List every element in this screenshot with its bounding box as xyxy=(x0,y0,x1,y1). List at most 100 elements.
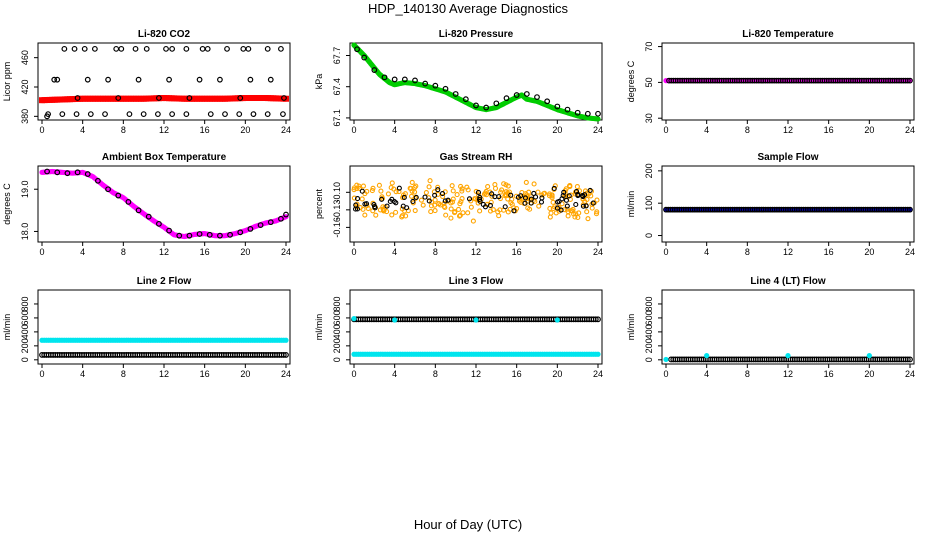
data-point xyxy=(575,214,581,221)
data-point xyxy=(563,197,570,203)
data-point xyxy=(361,54,368,61)
y-tick-label: -0.13 xyxy=(332,200,342,221)
data-point xyxy=(118,45,125,52)
data-point xyxy=(113,45,120,52)
data-point xyxy=(449,183,455,189)
data-point xyxy=(135,207,142,214)
data-point xyxy=(483,188,489,195)
x-tick-label: 4 xyxy=(392,125,397,135)
data-point xyxy=(499,187,505,193)
x-tick-label: 20 xyxy=(864,247,874,257)
x-tick-label: 24 xyxy=(905,125,915,135)
data-point xyxy=(389,212,395,218)
data-point xyxy=(154,111,161,118)
data-point xyxy=(588,193,594,199)
data-point xyxy=(384,203,390,209)
data-point xyxy=(464,184,470,190)
x-tick-label: 16 xyxy=(200,369,210,379)
data-point xyxy=(573,211,579,217)
data-point xyxy=(442,198,448,204)
y-tick-label: 0 xyxy=(20,357,30,362)
data-point xyxy=(105,186,111,193)
data-point xyxy=(489,191,495,197)
data-point xyxy=(455,206,462,212)
plot-frame xyxy=(661,289,915,365)
x-tick-label: 0 xyxy=(351,369,356,379)
data-point xyxy=(554,103,561,110)
data-point xyxy=(561,189,567,195)
data-point xyxy=(595,351,601,357)
data-point xyxy=(400,192,407,198)
data-point xyxy=(61,45,68,52)
data-point xyxy=(206,231,213,238)
data-point xyxy=(561,207,568,213)
data-point xyxy=(454,192,460,198)
panel-title: Li-820 CO2 xyxy=(138,29,191,40)
x-tick-label: 4 xyxy=(704,125,709,135)
y-tick-label: 600 xyxy=(20,310,30,325)
data-point xyxy=(663,356,669,363)
y-tick-label: 100 xyxy=(644,196,654,211)
x-tick-label: 8 xyxy=(433,369,438,379)
data-point xyxy=(428,203,434,209)
data-point xyxy=(250,111,257,118)
x-tick-label: 24 xyxy=(281,247,291,257)
y-tick-label: 30 xyxy=(644,113,654,123)
data-point xyxy=(432,197,438,203)
data-point xyxy=(477,208,483,214)
data-point xyxy=(45,111,51,118)
data-point xyxy=(264,45,271,52)
data-point xyxy=(379,194,385,200)
y-tick-label: 400 xyxy=(332,324,342,339)
data-point xyxy=(380,206,386,212)
data-point xyxy=(392,317,398,323)
data-point xyxy=(156,95,162,101)
data-point xyxy=(576,210,582,216)
data-point xyxy=(539,192,545,198)
y-axis-label: ml/min xyxy=(626,191,636,218)
data-point xyxy=(462,96,469,103)
data-point xyxy=(441,203,447,210)
x-tick-label: 0 xyxy=(39,125,44,135)
data-point xyxy=(354,182,360,188)
data-point xyxy=(490,207,496,213)
data-point xyxy=(389,196,395,202)
data-point xyxy=(534,94,540,101)
data-point xyxy=(593,211,600,217)
data-point xyxy=(550,199,556,205)
data-point xyxy=(378,188,384,194)
data-point xyxy=(574,109,581,116)
panel-title: Sample Flow xyxy=(757,152,818,163)
data-point xyxy=(445,197,451,203)
y-tick-label: 18.0 xyxy=(20,223,30,241)
data-point xyxy=(584,110,591,117)
data-point xyxy=(503,95,510,102)
data-point xyxy=(360,183,367,189)
data-point xyxy=(204,45,211,52)
data-point xyxy=(404,205,410,211)
data-point xyxy=(440,193,446,200)
data-point xyxy=(473,102,479,109)
data-point xyxy=(81,45,88,52)
data-point xyxy=(544,98,551,105)
data-point xyxy=(412,207,418,214)
data-point xyxy=(470,218,476,224)
data-point xyxy=(74,169,81,176)
data-point xyxy=(595,316,601,323)
data-point xyxy=(115,192,122,199)
y-tick-label: 0 xyxy=(644,233,654,238)
data-point xyxy=(569,208,575,214)
data-point xyxy=(54,169,61,176)
x-tick-label: 24 xyxy=(905,247,915,257)
data-point xyxy=(237,229,244,236)
x-tick-label: 8 xyxy=(121,247,126,257)
data-point xyxy=(264,111,271,118)
data-point xyxy=(907,77,913,84)
figure-title: HDP_140130 Average Diagnostics xyxy=(368,1,568,16)
data-point xyxy=(125,198,132,205)
data-point xyxy=(558,207,564,213)
data-point xyxy=(278,215,284,222)
data-point xyxy=(401,194,407,200)
data-point xyxy=(513,92,520,98)
data-point xyxy=(396,185,402,191)
